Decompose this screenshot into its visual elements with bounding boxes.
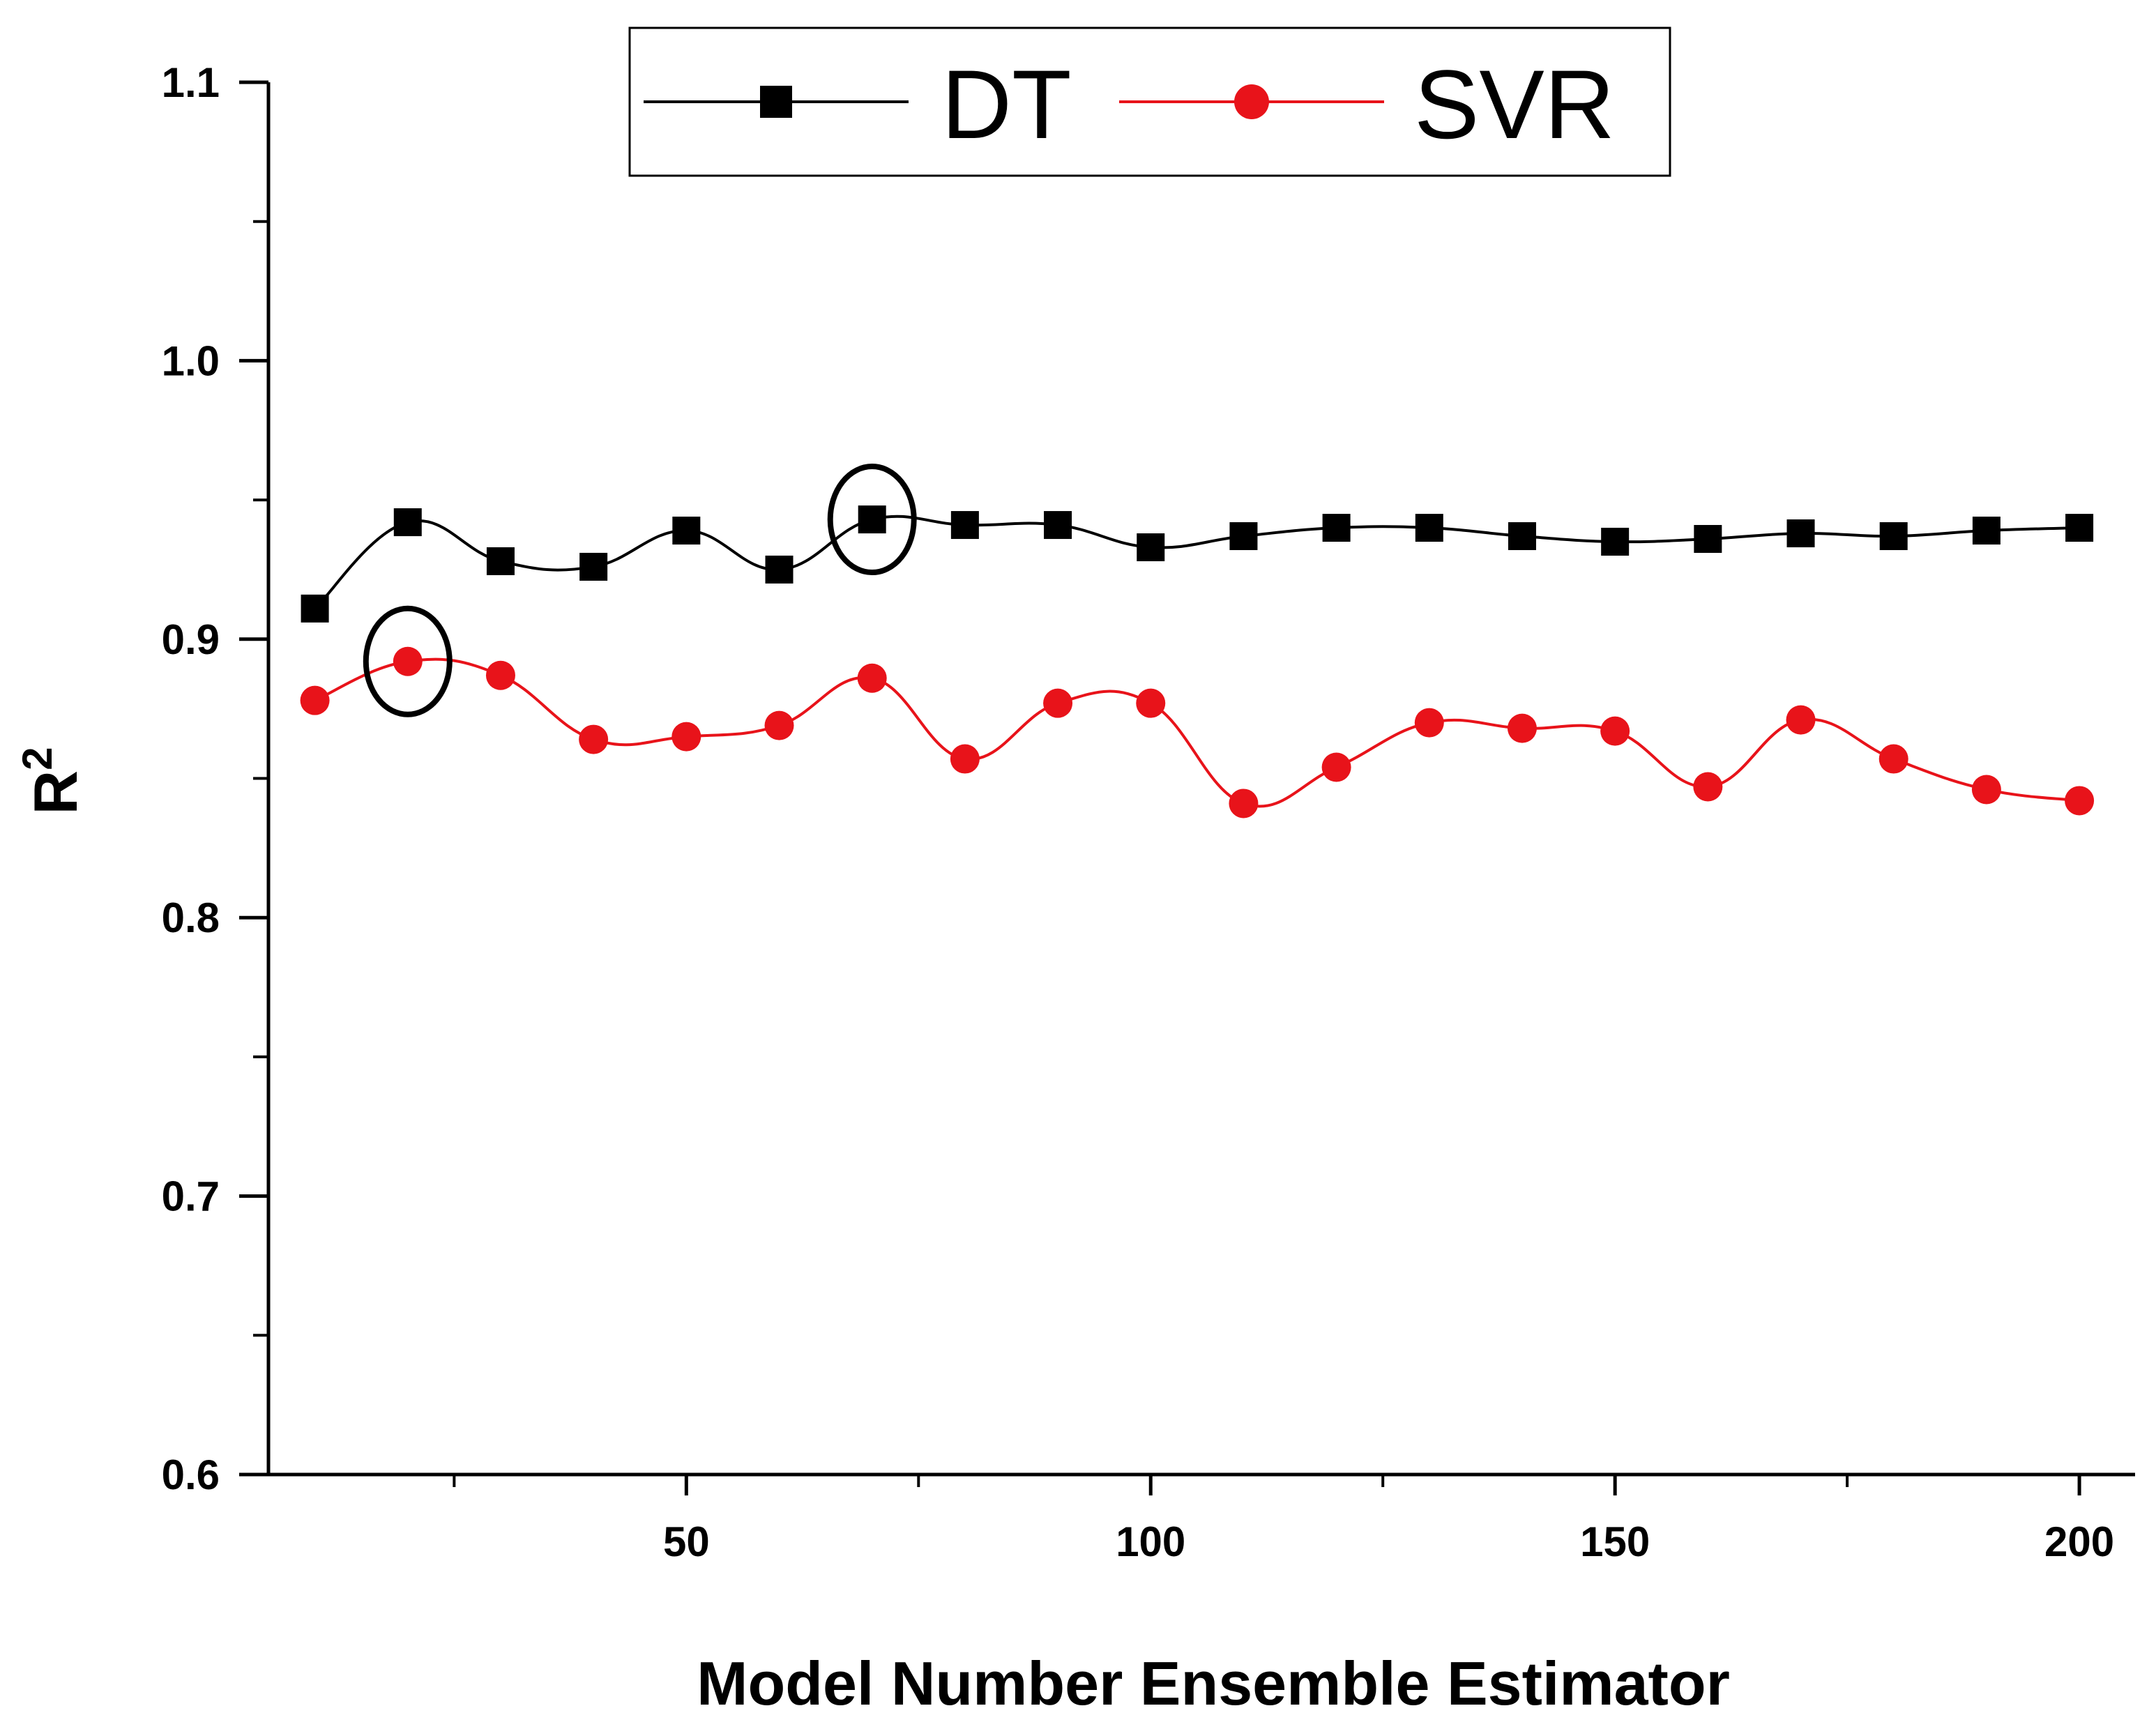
svr-highlight-ellipse: [363, 605, 453, 717]
dt-data-point: [1508, 522, 1536, 551]
svr-data-point: [764, 710, 794, 740]
y-tick-label: 1.0: [162, 337, 220, 384]
dt-data-point: [1044, 511, 1072, 540]
legend-dt-marker: [760, 86, 792, 118]
dt-data-point: [393, 508, 422, 537]
dt-data-point: [1601, 528, 1630, 556]
dt-data-point: [486, 547, 515, 575]
y-tick-label: 0.9: [162, 616, 220, 663]
dt-data-point: [1322, 514, 1351, 542]
dt-data-point: [579, 552, 608, 581]
dt-data-point: [1415, 514, 1443, 542]
dt-data-point: [1786, 519, 1815, 548]
dt-data-point: [301, 594, 329, 623]
y-tick-label: 0.8: [162, 894, 220, 941]
dt-data-point: [1229, 522, 1258, 551]
dt-data-point: [1972, 517, 2001, 545]
x-tick-label: 150: [1580, 1518, 1650, 1565]
svr-data-point: [300, 685, 330, 715]
svr-data-point: [485, 660, 515, 690]
svr-data-point: [2065, 786, 2095, 816]
svr-series-line: [314, 657, 2080, 808]
legend-svr-label: SVR: [1414, 49, 1615, 159]
x-tick-label: 200: [2044, 1518, 2114, 1565]
svr-data-point: [1229, 789, 1259, 818]
svr-data-point: [393, 646, 423, 676]
legend-svr-marker: [1234, 84, 1269, 119]
dt-data-point: [2065, 514, 2094, 542]
axes: 0.6 0.7 0.8 0.9 1.0 1.1 50 100 150 200: [162, 59, 2135, 1565]
y-tick-label: 0.7: [162, 1173, 220, 1220]
svr-data-point: [1878, 744, 1908, 774]
legend: DT SVR: [628, 26, 1671, 177]
svr-data-point: [1786, 705, 1816, 735]
dt-data-point: [950, 511, 979, 540]
svr-data-point: [1507, 713, 1537, 743]
svr-data-point: [671, 722, 701, 752]
dt-data-point: [765, 555, 794, 584]
svr-data-point: [950, 744, 980, 774]
dt-data-point: [858, 505, 886, 534]
svr-data-point: [1600, 716, 1630, 746]
dt-data-point: [1694, 525, 1722, 554]
svr-data-point: [1414, 708, 1444, 738]
dt-data-point: [1137, 533, 1165, 561]
legend-dt-label: DT: [941, 49, 1072, 159]
x-tick-label: 100: [1116, 1518, 1185, 1565]
svr-data-point: [579, 724, 609, 754]
dt-data-point: [672, 517, 701, 545]
svr-data-point: [1693, 772, 1723, 802]
x-tick-label: 50: [663, 1518, 710, 1565]
dt-highlight-ellipse: [827, 464, 917, 576]
y-axis-title: R2: [14, 747, 90, 815]
svr-data-point: [857, 663, 887, 693]
svr-data-point: [1971, 775, 2001, 805]
series-layer: [300, 505, 2095, 818]
y-tick-label: 1.1: [162, 59, 220, 106]
dt-data-point: [1879, 522, 1908, 551]
svr-data-point: [1321, 752, 1351, 782]
annotation-layer: [363, 464, 917, 717]
y-tick-label: 0.6: [162, 1452, 220, 1498]
x-axis-title: Model Number Ensemble Estimator: [697, 1649, 1730, 1718]
svr-data-point: [1043, 688, 1073, 718]
svr-data-point: [1136, 688, 1166, 718]
